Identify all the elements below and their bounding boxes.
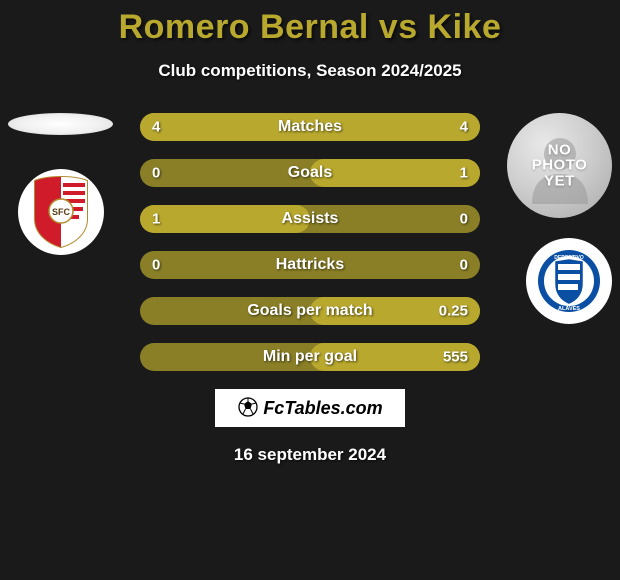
stat-value-right: 1 [460, 165, 468, 182]
stat-row: 4 Matches 4 [140, 113, 480, 141]
no-photo-label: NO PHOTO YET [532, 142, 588, 189]
sevilla-crest-icon: SFC [31, 175, 91, 249]
brand-badge: FcTables.com [215, 389, 404, 427]
date-label: 16 september 2024 [0, 445, 620, 465]
stat-value-right: 555 [443, 349, 468, 366]
stat-bars: 4 Matches 4 0 Goals 1 1 Assists 0 0 Hatt… [140, 113, 480, 371]
stat-label: Goals per match [140, 302, 480, 320]
subtitle: Club competitions, Season 2024/2025 [0, 61, 620, 81]
soccer-ball-icon [237, 397, 259, 417]
stat-value-right: 0 [460, 257, 468, 274]
stat-row: 0 Hattricks 0 [140, 251, 480, 279]
footer: FcTables.com [0, 389, 620, 427]
svg-text:ALAVÉS: ALAVÉS [558, 304, 580, 312]
comparison-panel: SFC NO PHOTO YET DEPORTIVO ALAVÉS [0, 113, 620, 371]
stat-row: Goals per match 0.25 [140, 297, 480, 325]
player-right-avatar: NO PHOTO YET [507, 113, 612, 218]
stat-label: Assists [140, 210, 480, 228]
stat-label: Goals [140, 164, 480, 182]
stat-row: 1 Assists 0 [140, 205, 480, 233]
stat-row: Min per goal 555 [140, 343, 480, 371]
stat-value-right: 0.25 [439, 303, 468, 320]
svg-text:DEPORTIVO: DEPORTIVO [554, 255, 584, 261]
player-left-avatar [8, 113, 113, 135]
page-title: Romero Bernal vs Kike [0, 0, 620, 47]
svg-text:SFC: SFC [52, 207, 71, 217]
stat-label: Min per goal [140, 348, 480, 366]
stat-row: 0 Goals 1 [140, 159, 480, 187]
stat-value-right: 4 [460, 119, 468, 136]
stat-label: Matches [140, 118, 480, 136]
stat-label: Hattricks [140, 256, 480, 274]
brand-text: FcTables.com [263, 398, 382, 418]
club-right-badge: DEPORTIVO ALAVÉS [526, 238, 612, 324]
club-left-badge: SFC [18, 169, 104, 255]
stat-value-right: 0 [460, 211, 468, 228]
alaves-crest-icon: DEPORTIVO ALAVÉS [536, 248, 602, 314]
